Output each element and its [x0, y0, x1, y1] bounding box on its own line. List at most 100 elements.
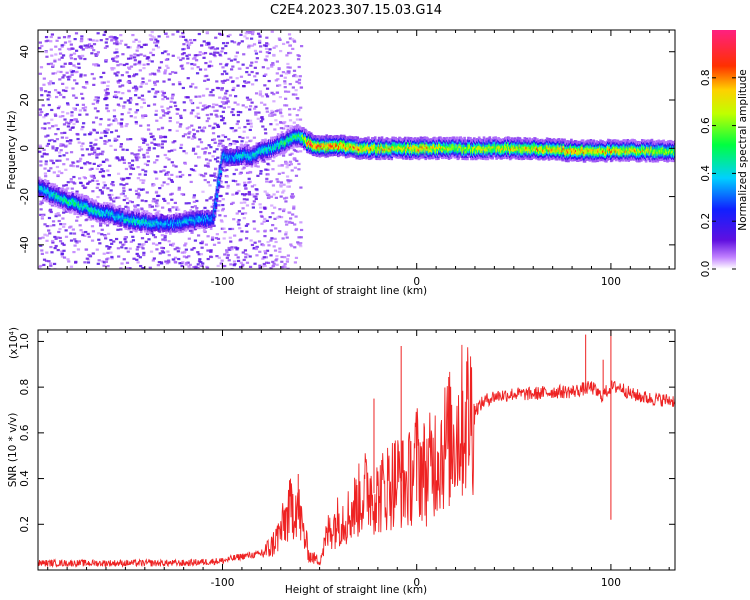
spectrogram-noise-cell [76, 160, 80, 163]
spectrogram-noise-cell [64, 210, 68, 213]
spectrogram-noise-cell [247, 46, 251, 49]
spectrogram-noise-cell [209, 91, 213, 94]
spectrogram-noise-cell [106, 109, 110, 113]
spectrogram-noise-cell [60, 45, 64, 48]
spectrogram-noise-cell [71, 228, 75, 231]
spectrogram-noise-cell [45, 224, 49, 228]
spectrogram-noise-cell [288, 44, 292, 47]
spectrogram-noise-cell [68, 40, 72, 43]
spectrogram-noise-cell [198, 95, 202, 98]
spectrogram-noise-cell [46, 98, 50, 101]
spectrogram-noise-cell [110, 39, 114, 42]
spectrogram-noise-cell [184, 202, 188, 205]
spectrogram-noise-cell [126, 57, 131, 60]
spectrogram-noise-cell [129, 230, 133, 233]
spectrogram-noise-cell [64, 145, 68, 148]
spectrogram-noise-cell [293, 166, 297, 169]
spectrogram-ridge-cell [65, 189, 68, 193]
spectrogram-noise-cell [223, 95, 227, 98]
spectrogram-noise-cell [105, 140, 109, 144]
spectrogram-noise-cell [275, 257, 279, 261]
spectrogram-noise-cell [255, 254, 259, 257]
spectrogram-noise-cell [181, 135, 186, 138]
spectrogram-ridge-cell [42, 198, 46, 202]
spectrogram-noise-cell [58, 240, 63, 243]
spectrogram-noise-cell [123, 101, 127, 104]
spectrogram-noise-cell [288, 221, 292, 224]
spectrogram-noise-cell [49, 40, 53, 43]
spectrogram-noise-cell [48, 95, 52, 98]
spectrogram-noise-cell [215, 109, 219, 112]
spectrogram-ridge-cell [128, 210, 131, 214]
spectrogram-noise-cell [94, 52, 98, 56]
spectrogram-noise-cell [238, 172, 242, 175]
spectrogram-noise-cell [80, 38, 84, 41]
spectrogram-noise-cell [165, 97, 170, 100]
spectrogram-noise-cell [69, 265, 74, 268]
spectrogram-noise-cell [146, 128, 151, 131]
spectrogram-noise-cell [94, 116, 99, 119]
spectrogram-noise-cell [66, 187, 70, 190]
spectrogram-noise-cell [83, 74, 87, 77]
spectrogram-noise-cell [295, 124, 300, 127]
spectrogram-noise-cell [212, 243, 217, 246]
spectrogram-noise-cell [119, 39, 124, 42]
spectrogram-noise-cell [161, 238, 165, 241]
spectrogram-noise-cell [162, 80, 166, 83]
spectrogram-noise-cell [81, 154, 85, 157]
spectrogram-noise-cell [190, 229, 194, 232]
spectrogram-noise-cell [288, 153, 292, 156]
spectrogram-noise-cell [262, 262, 266, 266]
spectrogram-noise-cell [266, 67, 270, 70]
spectrogram-noise-cell [153, 41, 157, 44]
spectrogram-noise-cell [110, 182, 114, 186]
spectrogram-noise-cell [53, 60, 57, 63]
spectrogram-noise-cell [91, 179, 95, 182]
spectrogram-noise-cell [181, 57, 185, 60]
spectrogram-noise-cell [227, 105, 231, 109]
spectrogram-noise-cell [79, 166, 84, 169]
spectrogram-noise-cell [163, 140, 167, 143]
spectrogram-noise-cell [277, 37, 281, 40]
spectrogram-noise-cell [49, 62, 54, 65]
spectrogram-noise-cell [132, 257, 136, 260]
spectrogram-noise-cell [258, 93, 262, 97]
spectrogram-ridge-cell [112, 204, 116, 208]
spectrogram-noise-cell [220, 80, 224, 83]
spectrogram-noise-cell [233, 58, 237, 61]
spectrogram-ridge-cell [94, 199, 97, 203]
spectrogram-noise-cell [54, 213, 58, 216]
spectrogram-noise-cell [217, 256, 221, 259]
spectrogram-noise-cell [270, 114, 274, 117]
spectrogram-noise-cell [59, 93, 63, 96]
spectrogram-noise-cell [128, 200, 132, 203]
spectrogram-noise-cell [133, 53, 137, 56]
spectrogram-noise-cell [61, 110, 65, 114]
spectrogram-noise-cell [62, 163, 66, 166]
spectrogram-noise-cell [114, 119, 118, 122]
spectrogram-noise-cell [113, 137, 117, 140]
spectrogram-noise-cell [261, 125, 265, 128]
spectrogram-noise-cell [243, 125, 247, 129]
spectrogram-noise-cell [114, 56, 118, 59]
spectrogram-noise-cell [209, 146, 213, 149]
spectrogram-noise-cell [273, 113, 277, 116]
spectrogram-noise-cell [120, 113, 124, 116]
spectrogram-noise-cell [178, 262, 182, 265]
spectrogram-noise-cell [197, 32, 201, 36]
spectrogram-ridge-cell [139, 229, 143, 233]
spectrogram-noise-cell [159, 116, 163, 119]
spectrogram-noise-cell [265, 87, 270, 90]
spectrogram-noise-cell [292, 69, 297, 72]
spectrogram-noise-cell [100, 81, 104, 84]
spectrogram-noise-cell [264, 261, 269, 264]
spectrogram-noise-cell [99, 76, 103, 79]
spectrogram-noise-cell [246, 119, 250, 122]
spectrogram-noise-cell [116, 64, 120, 67]
spectrogram-noise-cell [198, 51, 202, 54]
spectrogram-noise-cell [212, 174, 216, 177]
spectrogram-noise-cell [229, 142, 233, 146]
spectrogram-noise-cell [169, 179, 174, 182]
spectrogram-noise-cell [287, 33, 292, 36]
spectrogram-noise-cell [145, 191, 149, 194]
